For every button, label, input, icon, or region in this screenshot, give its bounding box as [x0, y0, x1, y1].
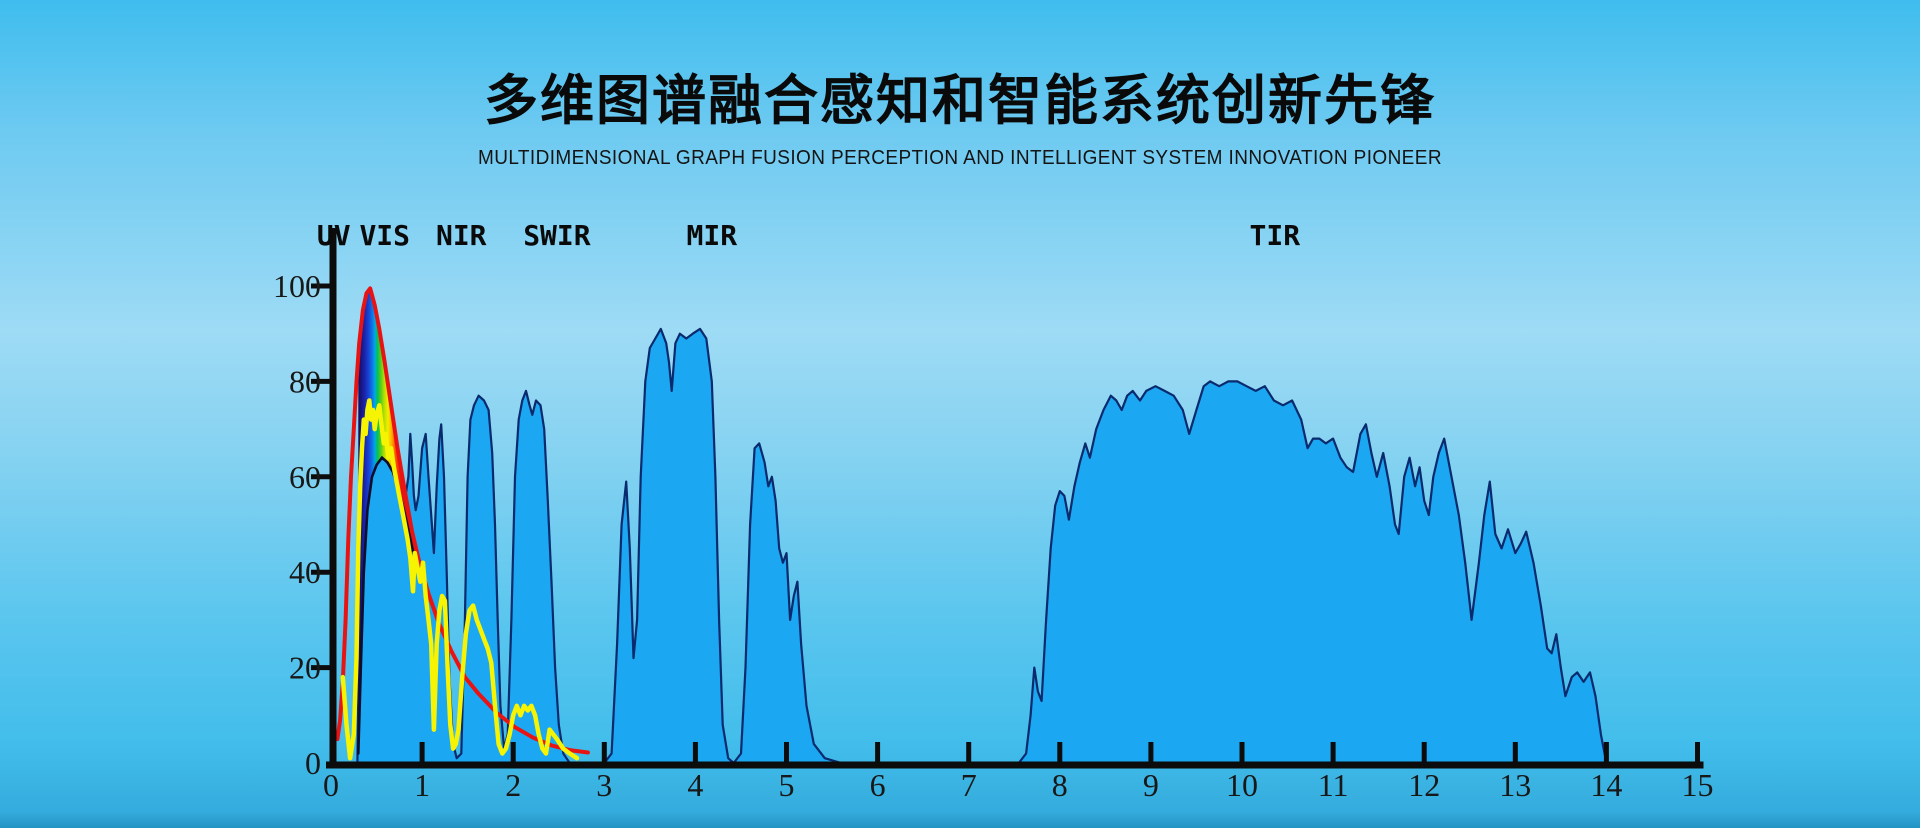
- visible-spectrum-rainbow: [358, 288, 418, 754]
- y-tick-label: 100: [273, 268, 321, 304]
- x-tick-label: 7: [961, 767, 977, 803]
- y-tick-label: 0: [305, 745, 321, 781]
- x-tick-label: 12: [1408, 767, 1440, 803]
- x-tick-label: 6: [870, 767, 886, 803]
- x-tick-label: 3: [596, 767, 612, 803]
- x-tick-label: 14: [1590, 767, 1622, 803]
- solar-ground-curve-group: [340, 398, 580, 761]
- x-tick-label: 5: [779, 767, 795, 803]
- page-subtitle: MULTIDIMENSIONAL GRAPH FUSION PERCEPTION…: [478, 147, 1442, 170]
- x-tick-label: 13: [1499, 767, 1531, 803]
- x-tick-label: 10: [1226, 767, 1258, 803]
- y-tick-label: 80: [289, 363, 321, 399]
- x-tick-label: 1: [414, 767, 430, 803]
- y-tick-label: 60: [289, 459, 321, 495]
- x-tick-label: 15: [1682, 767, 1714, 803]
- band-label-nir: NIR: [436, 219, 487, 252]
- atmosphere-transmission-area: [356, 327, 1608, 765]
- band-label-mir: MIR: [687, 219, 738, 252]
- rainbow-visible-spectrum-group: [358, 288, 418, 754]
- x-tick-label: 4: [687, 767, 703, 803]
- y-tick-label: 40: [289, 554, 321, 590]
- visible-dome-outline: [357, 455, 419, 755]
- band-label-vis: VIS: [359, 219, 410, 252]
- x-tick-label: 11: [1318, 767, 1349, 803]
- x-tick-label: 9: [1143, 767, 1159, 803]
- band-label-swir: SWIR: [523, 219, 591, 252]
- dome-curve-group: [357, 455, 419, 755]
- band-labels-group: UV VIS NIR SWIR MIR TIR: [317, 219, 1300, 252]
- band-label-uv: UV: [317, 219, 351, 252]
- page-title: 多维图谱融合感知和智能系统创新先锋: [484, 71, 1436, 131]
- atmosphere-area-group: [356, 327, 1608, 765]
- x-tick-label: 0: [323, 767, 339, 803]
- y-tick-label: 20: [289, 650, 321, 686]
- band-label-tir: TIR: [1250, 219, 1301, 252]
- x-tick-label: 2: [505, 767, 521, 803]
- x-tick-label: 8: [1052, 767, 1068, 803]
- solar-ground-curve: [340, 398, 580, 761]
